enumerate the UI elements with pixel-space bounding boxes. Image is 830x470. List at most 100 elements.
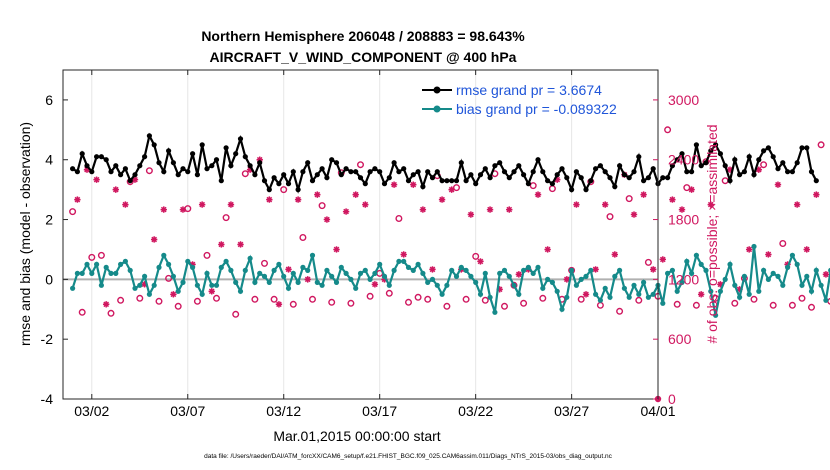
rmse-point [357,175,364,181]
rmse-point [473,181,479,187]
rmse-point [597,163,604,169]
rmse-point [679,151,685,157]
legend-bias-marker [433,105,441,113]
obs-possible-marker [798,294,806,302]
obs-possible-marker [644,258,652,266]
rmse-point [564,175,570,181]
obs-possible-marker [510,281,518,289]
obs-possible-marker [750,295,758,303]
rmse-point [122,166,128,172]
bias-point [118,261,124,267]
obs-assimilated-marker [189,261,196,268]
bias-point [281,273,287,279]
obs-assimilated-marker [592,266,599,273]
rmse-point [794,160,800,166]
bias-point [79,270,85,276]
chart-title: Northern Hemisphere 206048 / 208883 = 98… [201,28,525,44]
bias-point [540,285,546,291]
rmse-point [190,151,196,157]
obs-assimilated-marker [602,201,609,208]
obs-possible-marker [69,208,77,216]
obs-possible-marker [347,299,355,307]
rmse-point [511,169,517,175]
rmse-point [89,169,95,175]
rmse-point [674,157,680,163]
rmse-point [569,187,575,193]
rmse-point [737,172,743,178]
bias-point [785,264,791,270]
obs-possible-marker [395,214,403,222]
bias-point [190,264,196,270]
bias-point [285,285,292,291]
obs-possible-marker [184,205,192,213]
plot-frame [62,69,659,400]
bias-series-line [71,246,830,316]
rmse-point [161,169,167,175]
y-left-tick-label: 4 [45,152,53,168]
bias-point [492,309,498,315]
bias-point [468,273,474,279]
rmse-point [631,169,637,175]
bias-point [300,264,306,270]
rmse-point [142,154,148,160]
bias-point [660,300,666,306]
bias-point [708,288,714,294]
rmse-point [70,166,76,172]
bias-point [170,273,176,279]
obs-possible-marker [462,295,470,303]
obs-possible-marker [165,274,173,282]
rmse-point [506,175,512,181]
obs-assimilated-marker [784,261,791,268]
bias-point [732,282,738,288]
rmse-point [770,154,776,160]
rmse-point [521,172,527,178]
bias-point [482,270,488,276]
bias-point [588,267,594,273]
bias-point [70,285,76,291]
x-tick-label: 03/22 [458,403,493,419]
obs-assimilated-marker [294,196,302,203]
rmse-point [79,151,85,157]
obs-possible-marker [673,300,681,308]
rmse-point [458,160,464,166]
bias-point [813,267,819,273]
obs-assimilated-marker [83,166,91,173]
bias-point [405,264,412,270]
rmse-point [425,169,431,175]
rmse-point [151,142,157,148]
rmse-point [113,163,119,169]
obs-assimilated-marker [362,201,369,208]
bias-point [410,267,416,273]
x-axis-label: Mar.01,2015 00:00:00 start [273,428,440,444]
bias-point [204,270,210,276]
obs-possible-marker [385,289,393,297]
obs-assimilated-marker [554,176,561,183]
rmse-point [593,166,599,172]
rmse-point [477,172,484,178]
rmse-point [223,145,229,151]
rmse-point [761,148,767,154]
rmse-point [698,163,704,169]
bias-point [645,294,652,300]
rmse-point [261,178,268,184]
bias-point [612,273,618,279]
obs-assimilated-marker [707,201,714,208]
bias-point [669,267,676,273]
bias-point [573,282,580,288]
bias-point [545,276,551,282]
x-axis-ticks: 03/02 03/07 03/12 03/17 03/22 03/27 04/01 [74,70,676,419]
obs-assimilated-marker [496,286,503,293]
rmse-point [607,175,613,181]
rmse-point [170,160,176,166]
rmse-point [540,169,546,175]
obs-possible-marker [788,301,796,309]
bias-point [166,261,172,267]
y-axis-right-ticks: 0 600 1200 1800 2400 3000 [653,92,699,407]
bias-point [674,288,680,294]
rmse-point [429,175,436,181]
x-tick-label: 03/12 [266,403,301,419]
bias-point [209,282,215,288]
bias-point [804,273,810,279]
rmse-point [319,166,325,172]
rmse-point [108,169,114,175]
